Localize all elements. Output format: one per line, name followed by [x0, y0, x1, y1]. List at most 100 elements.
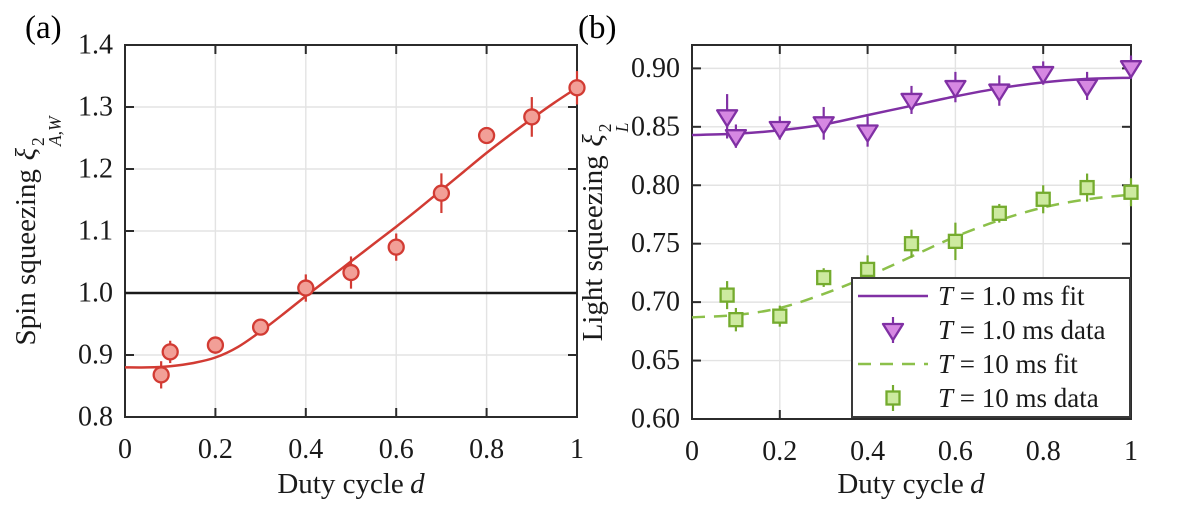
- square-marker: [947, 233, 964, 250]
- y-tick-label: 1.1: [78, 216, 113, 247]
- x-tick-label: 0.2: [198, 434, 233, 465]
- panel-b-xlabel: Duty cycle d: [837, 468, 984, 501]
- x-tick-label: 0.8: [1026, 436, 1061, 467]
- y-tick-label: 1.2: [78, 154, 113, 185]
- triangle-down-marker: [715, 109, 739, 128]
- x-tick-label: 0.6: [379, 434, 414, 465]
- y-tick-label: 0.80: [631, 170, 680, 201]
- y-tick-label: 1.3: [78, 92, 113, 123]
- square-marker: [1123, 184, 1139, 200]
- circle-marker: [432, 184, 451, 202]
- square-marker: [772, 308, 788, 324]
- triangle-down-marker: [1075, 78, 1099, 98]
- square-marker: [728, 312, 744, 328]
- panel-a-axes: [124, 44, 578, 418]
- panel-a-ylabel-supsub: 2 A,W: [27, 116, 65, 146]
- square-marker: [903, 236, 920, 252]
- panel-a: 0 0.2 0.4 0.6 0.8 1 0.8 0.9 1.0 1.1 1.2 1.3 1.4: [78, 30, 586, 466]
- legend-label: T = 1.0 ms data: [938, 315, 1106, 345]
- square-marker: [816, 269, 832, 286]
- panel-a-ylabel-sub: A,W: [44, 116, 65, 146]
- y-tick-label: 0.75: [631, 228, 680, 259]
- legend-row: T = 10 ms data: [885, 383, 1099, 413]
- legend-row: T = 1.0 ms fit: [858, 281, 1085, 311]
- triangle-down-marker: [900, 92, 923, 112]
- triangle-down-marker: [988, 83, 1011, 102]
- triangle-down-marker: [768, 120, 791, 140]
- spin-squeezing-fit-path: [124, 86, 578, 369]
- x-tick-label: 0.6: [938, 436, 973, 467]
- spin-squeezing-fit: [124, 86, 578, 369]
- circle-marker: [342, 263, 360, 282]
- circle-marker: [387, 238, 405, 256]
- panel-a-letter: (a): [25, 10, 62, 46]
- y-tick-label: 0.9: [78, 340, 113, 371]
- triangle-down-marker: [812, 116, 835, 135]
- axes-box: [691, 44, 1132, 420]
- y-tick-label: 1.0: [78, 278, 113, 309]
- x-tick-label: 0.4: [288, 434, 323, 465]
- triangle-down-marker: [881, 322, 905, 342]
- x-tick-label: 1: [1124, 436, 1138, 467]
- panel-a-xlabel-text: Duty cycle: [277, 468, 404, 500]
- x-tick-label: 0.2: [762, 436, 797, 467]
- x-tick-label: 0.4: [850, 436, 885, 467]
- y-tick-label: 1.4: [78, 30, 113, 61]
- y-tick-label: 0.70: [631, 287, 680, 318]
- y-tick-label: 0.85: [631, 111, 680, 142]
- y-tick-label: 0.65: [631, 345, 680, 376]
- triangle-down-marker: [1032, 65, 1055, 85]
- circle-marker: [161, 343, 179, 361]
- circle-marker: [152, 366, 170, 384]
- panel-b-letter: (b): [578, 10, 617, 46]
- circle-marker: [523, 108, 541, 126]
- circle-marker: [251, 318, 270, 336]
- panel-a-tick-labels: 0 0.2 0.4 0.6 0.8 1 0.8 0.9 1.0 1.1 1.2 1.3 1.4: [78, 30, 584, 466]
- legend-label: T = 10 ms data: [938, 383, 1099, 413]
- square-marker: [1035, 191, 1051, 207]
- square-marker: [1079, 179, 1095, 196]
- circle-marker: [477, 126, 496, 145]
- xi-symbol-b: ξ: [576, 134, 609, 147]
- panel-a-ylabel-text: Spin squeezing: [9, 169, 42, 346]
- circle-marker: [206, 336, 225, 354]
- panel-a-grid: [125, 45, 577, 417]
- triangle-down-marker: [944, 79, 967, 99]
- triangle-down-marker: [856, 124, 879, 143]
- y-tick-label: 0.90: [631, 53, 680, 84]
- light-squeezing-data-1ms: [715, 55, 1143, 148]
- panel-b-ylabel: Light squeezing ξ 2 L: [577, 123, 632, 342]
- panel-b: 0 0.2 0.4 0.6 0.8 1 0.60 0.65 0.70 0.75 0.80 0.85 0.…: [631, 44, 1143, 467]
- square-marker: [885, 390, 901, 406]
- panel-a-xlabel-var: d: [410, 468, 425, 500]
- x-tick-label: 1: [570, 434, 584, 465]
- panel-b-xlabel-var: d: [970, 468, 985, 500]
- legend-label: T = 1.0 ms fit: [938, 281, 1085, 311]
- panel-b-xlabel-text: Duty cycle: [837, 468, 964, 500]
- xi-symbol-a: ξ: [9, 147, 42, 161]
- triangle-down-marker: [724, 129, 748, 148]
- panel-b-tick-labels: 0 0.2 0.4 0.6 0.8 1 0.60 0.65 0.70 0.75 0.80 0.85 0.…: [631, 53, 1138, 467]
- panel-b-ylabel-sub: L: [611, 122, 632, 133]
- x-tick-label: 0: [685, 436, 699, 467]
- spin-squeezing-data: [152, 71, 586, 389]
- square-marker: [859, 261, 876, 278]
- panel-a-ylabel: Spin squeezing ξ 2 A,W: [10, 117, 65, 346]
- triangle-down-marker: [1119, 60, 1143, 79]
- circle-marker: [297, 279, 315, 297]
- x-tick-label: 0.8: [469, 434, 504, 465]
- legend-label: T = 10 ms fit: [938, 349, 1078, 379]
- legend-row: T = 1.0 ms data: [881, 315, 1106, 345]
- panel-a-xlabel: Duty cycle d: [277, 468, 424, 501]
- circle-marker: [568, 79, 586, 97]
- y-tick-label: 0.60: [631, 404, 680, 435]
- panel-b-ylabel-text: Light squeezing: [576, 155, 609, 342]
- legend: T = 1.0 ms fit T = 1.0 ms data T = 10 ms f…: [851, 277, 1131, 418]
- legend-row: T = 10 ms fit: [858, 349, 1078, 379]
- x-tick-label: 0: [118, 434, 132, 465]
- square-marker: [991, 205, 1007, 221]
- y-tick-label: 0.8: [78, 402, 113, 433]
